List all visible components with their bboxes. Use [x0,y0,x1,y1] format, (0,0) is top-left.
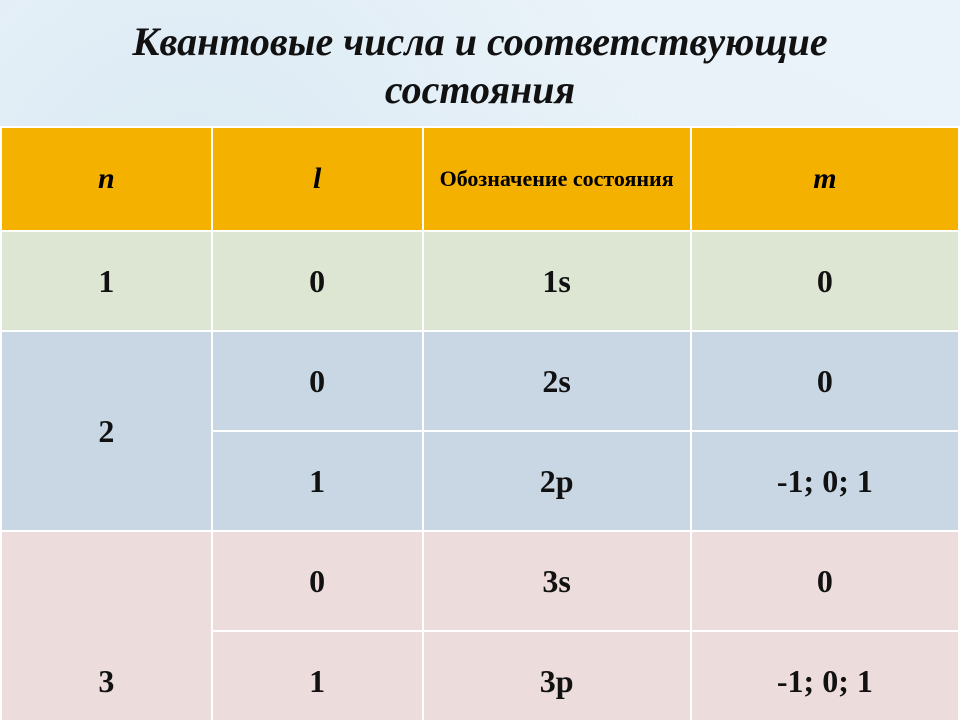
cell-m: -1; 0; 1 [691,431,959,531]
cell-state: 2s [423,331,691,431]
header-m: m [691,127,959,231]
cell-state: 1s [423,231,691,331]
cell-state: 2p [423,431,691,531]
cell-l: 1 [212,631,423,720]
table-header-row: n l Обозначение состояния m [1,127,959,231]
cell-n: 3 [1,531,212,720]
cell-m: 0 [691,531,959,631]
cell-m: -1; 0; 1 [691,631,959,720]
header-state: Обозначение состояния [423,127,691,231]
cell-l: 0 [212,331,423,431]
cell-l: 0 [212,231,423,331]
cell-n: 1 [1,231,212,331]
title-line-1: Квантовые числа и соответствующие [20,18,940,66]
cell-m: 0 [691,331,959,431]
cell-n: 2 [1,331,212,531]
header-n: n [1,127,212,231]
quantum-numbers-table: n l Обозначение состояния m 1 0 1s 0 2 0… [0,126,960,720]
table-row: 2 0 2s 0 [1,331,959,431]
header-l: l [212,127,423,231]
table-row: 3 0 3s 0 [1,531,959,631]
cell-state: 3s [423,531,691,631]
cell-l: 1 [212,431,423,531]
title-line-2: состояния [20,66,940,114]
page-title: Квантовые числа и соответствующие состоя… [0,0,960,126]
table-row: 1 0 1s 0 [1,231,959,331]
table-body: 1 0 1s 0 2 0 2s 0 1 2p -1; 0; 1 3 0 3s 0… [1,231,959,720]
cell-l: 0 [212,531,423,631]
cell-m: 0 [691,231,959,331]
cell-state: 3p [423,631,691,720]
